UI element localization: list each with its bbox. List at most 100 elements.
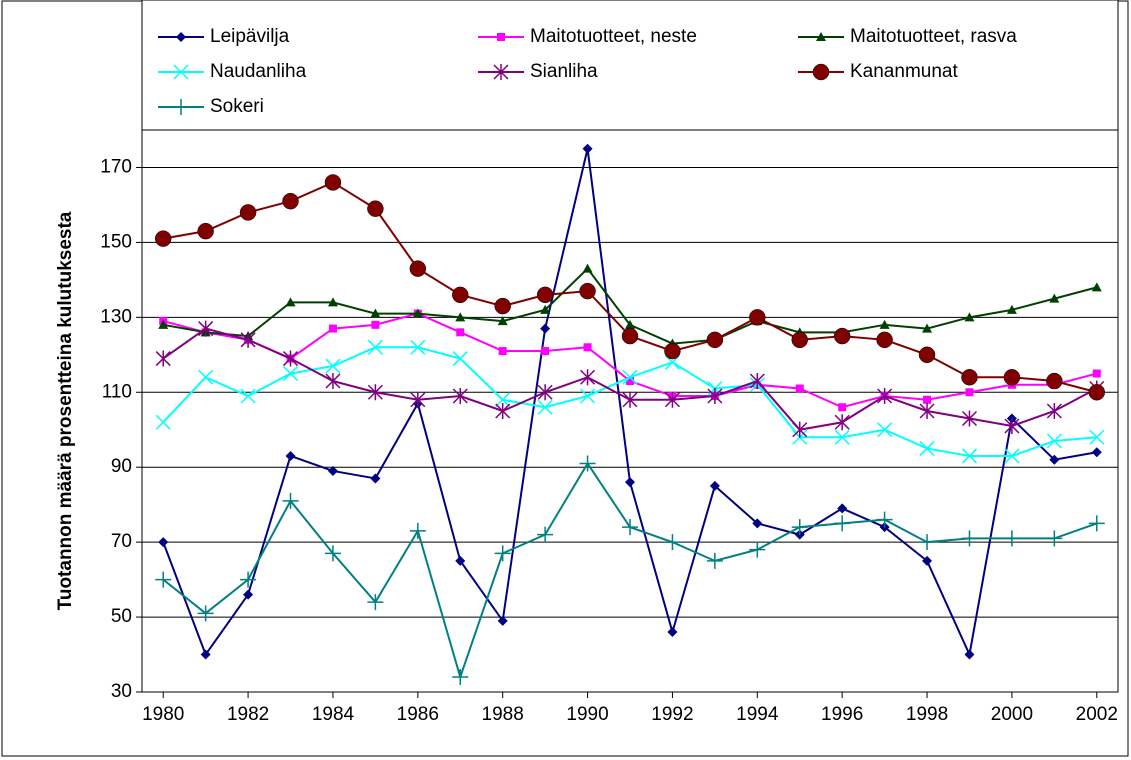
marker [580,369,596,386]
marker [791,331,808,349]
marker [285,450,296,461]
marker [282,192,299,210]
marker [497,615,508,626]
marker [579,282,596,300]
x-tick-label: 1992 [651,704,693,725]
y-tick-label: 70 [111,531,132,552]
x-tick-label: 1990 [566,704,608,725]
marker [495,392,511,408]
marker [455,312,466,322]
marker [919,440,935,456]
marker [367,339,383,355]
marker [1046,530,1063,547]
marker [197,605,214,622]
marker [541,347,550,356]
marker [285,297,296,307]
y-tick-label: 130 [100,306,132,327]
marker [452,669,469,686]
marker [625,477,635,488]
marker [622,369,638,385]
x-tick-label: 1994 [736,704,779,725]
x-tick-label: 1980 [142,704,184,725]
marker [1003,369,1021,386]
marker [579,455,596,472]
marker [961,448,978,464]
legend-label: Naudanliha [210,61,307,82]
marker [1006,304,1017,314]
marker [324,545,341,562]
marker [706,552,723,569]
marker [282,350,299,367]
marker [494,297,511,315]
marker [410,339,426,355]
marker [664,342,681,360]
marker [879,319,890,329]
marker [922,555,933,566]
marker [370,473,381,484]
marker [1092,369,1101,378]
marker [240,571,257,588]
marker [497,316,508,326]
x-tick-label: 2002 [1076,704,1118,725]
marker [154,230,172,247]
marker [964,649,975,660]
marker [412,308,423,318]
x-tick-label: 1982 [227,704,269,725]
y-tick-label: 150 [100,231,132,252]
marker [197,222,214,240]
marker [158,319,169,329]
marker [1003,530,1020,547]
marker [155,414,171,430]
marker [667,627,678,638]
marker [173,99,189,115]
marker [812,63,830,81]
x-tick-label: 2000 [991,704,1033,725]
marker [282,366,299,382]
marker [1088,384,1106,401]
marker [455,555,466,566]
legend-label: Sianliha [530,61,598,82]
x-tick-label: 1996 [821,704,863,725]
marker [367,384,383,401]
marker [200,649,211,660]
marker [324,174,342,191]
marker [961,369,978,386]
marker [409,260,427,277]
marker [834,414,850,431]
marker [367,200,384,217]
marker [621,327,639,345]
marker [198,320,214,337]
marker [1046,372,1063,390]
marker [622,519,638,536]
plot-border [141,129,1119,693]
marker [965,388,974,397]
y-tick-label: 90 [111,456,132,477]
marker [1089,429,1105,445]
y-axis-label: Tuotannon määrä prosentteina kulutuksest… [55,211,76,610]
marker [493,64,509,80]
marker [876,511,893,528]
marker [752,518,763,529]
marker [625,319,635,329]
legend-label: Leipävilja [210,26,290,47]
marker [452,351,468,367]
marker [328,324,337,333]
legend-box [141,0,1119,131]
marker [833,327,851,345]
marker [325,358,341,374]
marker [709,480,720,491]
marker [1046,433,1062,449]
marker [664,391,680,408]
marker [240,331,256,348]
marker [371,320,380,329]
marker [239,204,257,221]
marker [837,503,848,514]
marker [497,33,505,41]
marker [626,377,634,386]
marker [961,530,978,547]
marker [582,263,593,273]
marker [1046,403,1062,419]
marker [282,492,299,509]
marker [173,64,189,80]
x-tick-label: 1986 [397,704,439,725]
